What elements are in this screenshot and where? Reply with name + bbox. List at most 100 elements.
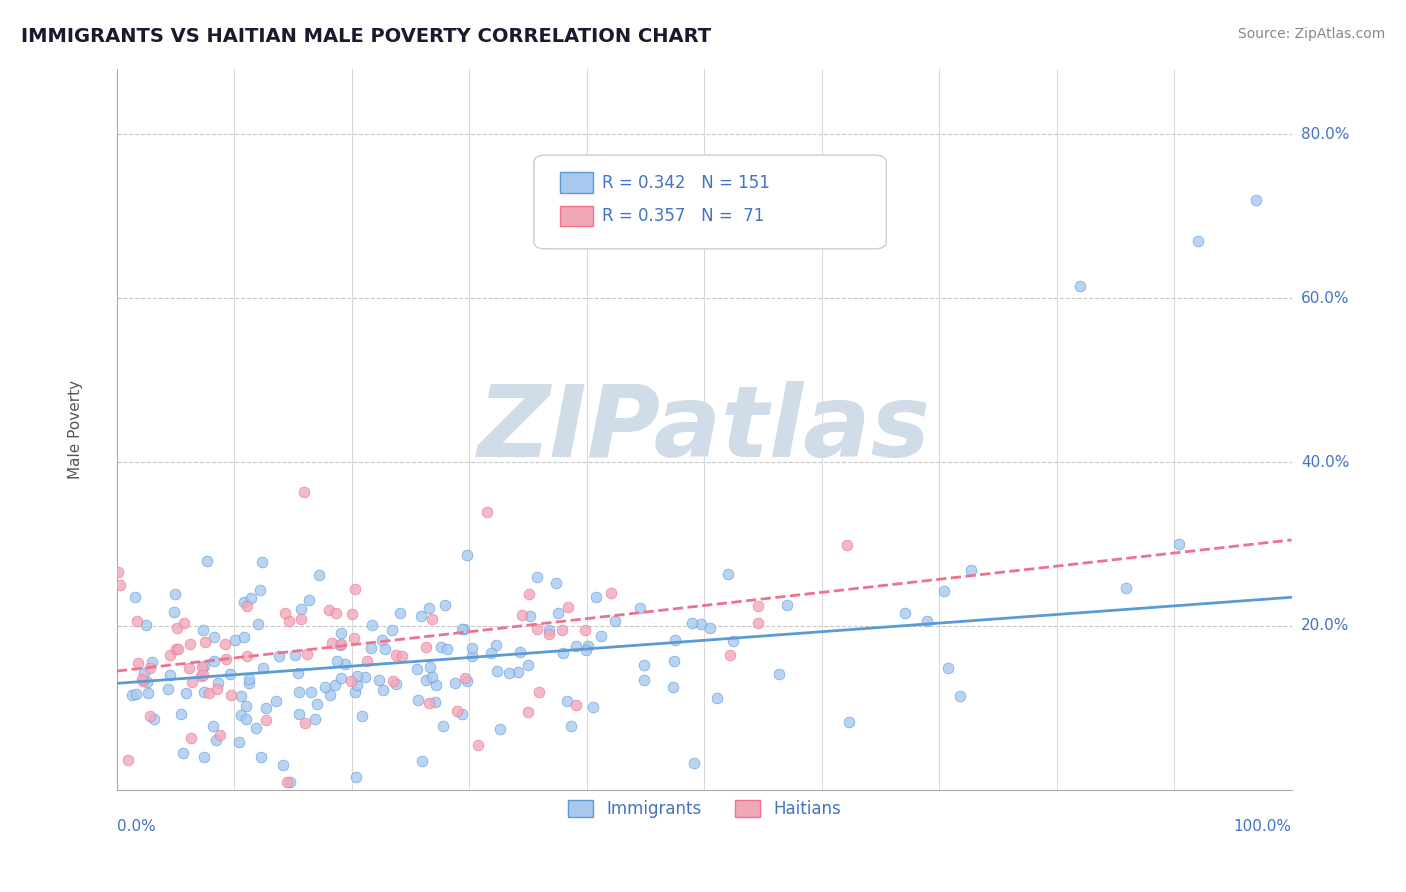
Point <box>305 697 328 711</box>
Point <box>219 688 242 702</box>
Point <box>605 614 627 628</box>
Point <box>600 585 623 599</box>
Point <box>747 615 769 630</box>
Point <box>425 678 447 692</box>
Point <box>388 607 411 621</box>
Point <box>1187 234 1209 248</box>
Point <box>326 654 349 668</box>
Point <box>547 607 569 621</box>
Point <box>384 676 406 690</box>
Point <box>391 649 413 664</box>
Point <box>252 556 274 570</box>
Point <box>516 658 538 673</box>
Point <box>475 506 498 520</box>
Point <box>191 660 214 674</box>
Point <box>207 676 229 690</box>
Point <box>538 624 561 638</box>
Point <box>479 646 502 660</box>
Point <box>555 694 578 708</box>
Point <box>350 709 373 723</box>
Point <box>163 587 186 601</box>
Point <box>172 747 194 761</box>
Legend: Immigrants, Haitians: Immigrants, Haitians <box>561 793 848 825</box>
Point <box>420 670 443 684</box>
Point <box>551 623 574 637</box>
Point <box>138 685 160 699</box>
Point <box>434 598 457 612</box>
Point <box>423 695 446 709</box>
Point <box>254 701 277 715</box>
Point <box>662 654 685 668</box>
Point <box>294 716 316 731</box>
Point <box>131 672 153 686</box>
Point <box>509 645 531 659</box>
Point <box>415 640 437 654</box>
Point <box>193 658 215 673</box>
Point <box>461 649 484 664</box>
Point <box>229 708 252 723</box>
Point <box>1115 581 1137 595</box>
Point <box>526 622 548 636</box>
Point <box>662 680 685 694</box>
Point <box>318 688 340 702</box>
Point <box>456 673 478 688</box>
Point <box>321 636 343 650</box>
Point <box>717 566 740 581</box>
Point <box>159 648 181 662</box>
Point <box>591 629 613 643</box>
Point <box>467 739 489 753</box>
Point <box>250 750 273 764</box>
Point <box>278 614 301 628</box>
Point <box>381 624 404 638</box>
Point <box>453 623 475 637</box>
Point <box>139 661 162 675</box>
Point <box>371 633 394 648</box>
Point <box>405 661 427 675</box>
Point <box>628 600 651 615</box>
Point <box>136 675 159 690</box>
Point <box>664 632 686 647</box>
Point <box>538 627 561 641</box>
Point <box>409 608 432 623</box>
Point <box>193 634 215 648</box>
Point <box>202 654 225 668</box>
Point <box>233 630 256 644</box>
Point <box>690 616 713 631</box>
Text: R = 0.342   N = 151: R = 0.342 N = 151 <box>602 174 770 192</box>
Point <box>195 554 218 568</box>
Point <box>132 666 155 681</box>
Point <box>415 673 437 688</box>
Point <box>489 722 512 736</box>
Point <box>374 642 396 657</box>
Point <box>361 618 384 632</box>
Point <box>163 605 186 619</box>
Point <box>526 570 548 584</box>
Point <box>368 673 391 687</box>
Point <box>575 643 598 657</box>
Point <box>224 632 246 647</box>
Point <box>461 641 484 656</box>
Point <box>384 648 406 662</box>
Point <box>202 630 225 644</box>
Point <box>432 719 454 733</box>
Point <box>284 648 307 662</box>
Point <box>236 649 259 664</box>
Point <box>517 705 540 719</box>
Point <box>167 642 190 657</box>
Point <box>179 661 201 675</box>
Text: Male Poverty: Male Poverty <box>69 380 83 479</box>
Point <box>159 667 181 681</box>
Point <box>776 599 799 613</box>
Point <box>451 707 474 722</box>
Point <box>508 665 530 680</box>
Point <box>574 624 596 638</box>
Point <box>219 667 242 681</box>
Point <box>173 616 195 631</box>
Point <box>124 591 146 605</box>
Point <box>564 698 586 712</box>
Point <box>287 665 309 680</box>
Point <box>191 624 214 638</box>
Point <box>747 599 769 614</box>
Point <box>193 750 215 764</box>
Point <box>418 696 440 710</box>
